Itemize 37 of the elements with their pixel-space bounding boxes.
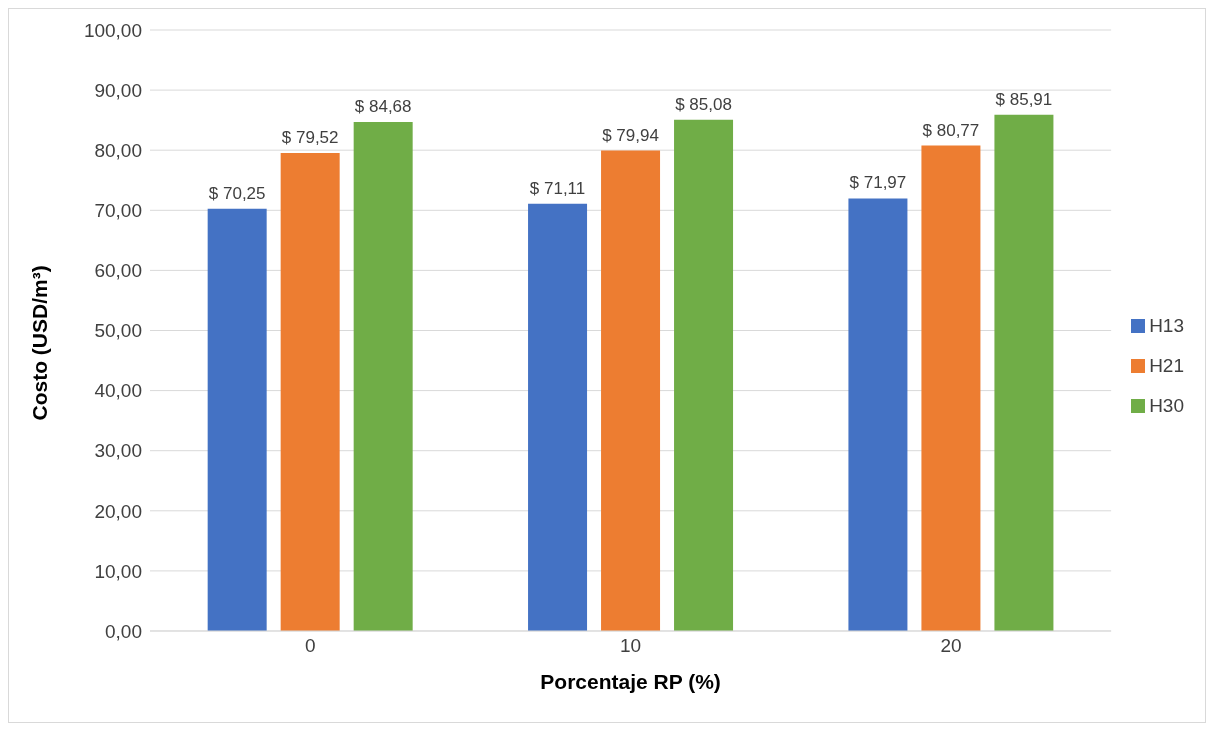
bar: [280, 153, 340, 631]
legend-label: H13: [1149, 314, 1184, 336]
bar: [601, 150, 661, 631]
y-tick-label: 40,00: [94, 380, 142, 402]
x-tick-label: 10: [620, 635, 642, 657]
y-tick-label: 100,00: [83, 19, 142, 41]
y-tick-label: 0,00: [105, 620, 142, 642]
bar: [528, 203, 588, 631]
y-tick-label: 60,00: [94, 260, 142, 282]
data-label: $ 80,77: [922, 120, 980, 140]
x-tick-label: 0: [304, 635, 316, 657]
y-tick-label: 80,00: [94, 139, 142, 161]
data-label: $ 70,25: [208, 183, 266, 203]
y-tick-label: 10,00: [94, 560, 142, 582]
x-axis-title: Porcentaje RP (%): [540, 670, 721, 693]
y-tick-label: 70,00: [94, 200, 142, 222]
data-label: $ 71,11: [529, 178, 586, 198]
bar: [674, 119, 734, 631]
y-tick-label: 90,00: [94, 79, 142, 101]
bar: [353, 122, 413, 631]
bar: [921, 145, 981, 631]
legend-label: H30: [1149, 394, 1184, 416]
y-tick-label: 50,00: [94, 320, 142, 342]
data-label: $ 71,97: [849, 173, 907, 193]
y-tick-label: 30,00: [94, 440, 142, 462]
x-tick-label: 20: [940, 635, 962, 657]
data-label: $ 84,68: [354, 97, 412, 117]
data-label: $ 79,94: [602, 125, 659, 145]
data-label: $ 79,52: [281, 128, 339, 148]
data-label: $ 85,91: [995, 89, 1053, 109]
y-tick-label: 20,00: [94, 500, 142, 522]
y-axis-title: Costo (USD/m³): [28, 265, 52, 421]
bar: [994, 114, 1054, 631]
bar: [207, 208, 267, 631]
legend-label: H21: [1149, 354, 1184, 376]
bar: [848, 198, 908, 631]
data-label: $ 85,08: [675, 94, 732, 114]
